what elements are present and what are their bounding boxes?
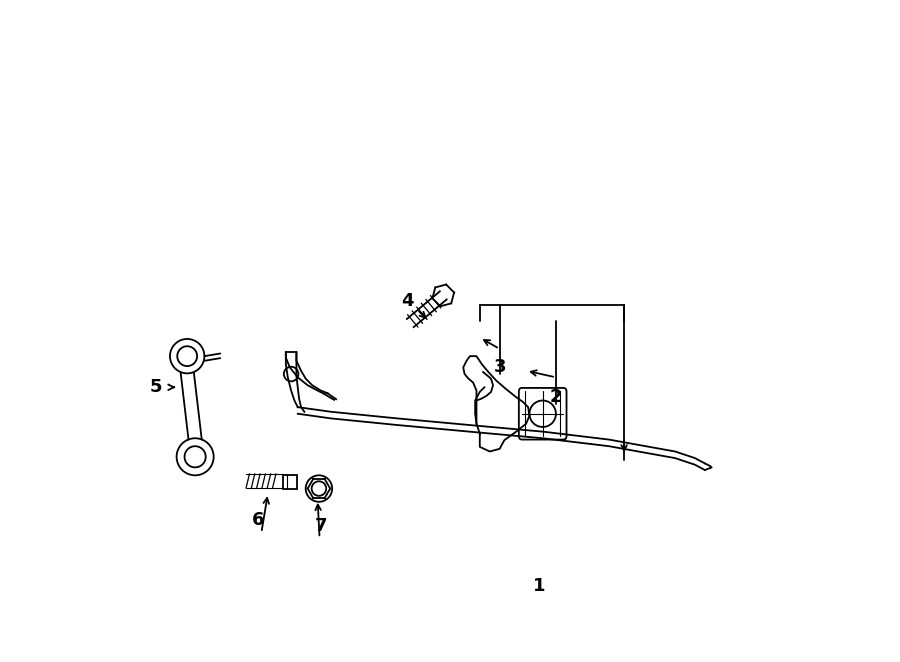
Text: 4: 4 [400, 292, 413, 310]
Text: 7: 7 [315, 517, 328, 536]
Text: 3: 3 [493, 358, 506, 377]
Text: 1: 1 [533, 577, 545, 595]
Text: 6: 6 [252, 510, 265, 529]
Bar [283, 475, 297, 489]
Text: 2: 2 [550, 388, 562, 406]
Text: 5: 5 [149, 378, 162, 397]
